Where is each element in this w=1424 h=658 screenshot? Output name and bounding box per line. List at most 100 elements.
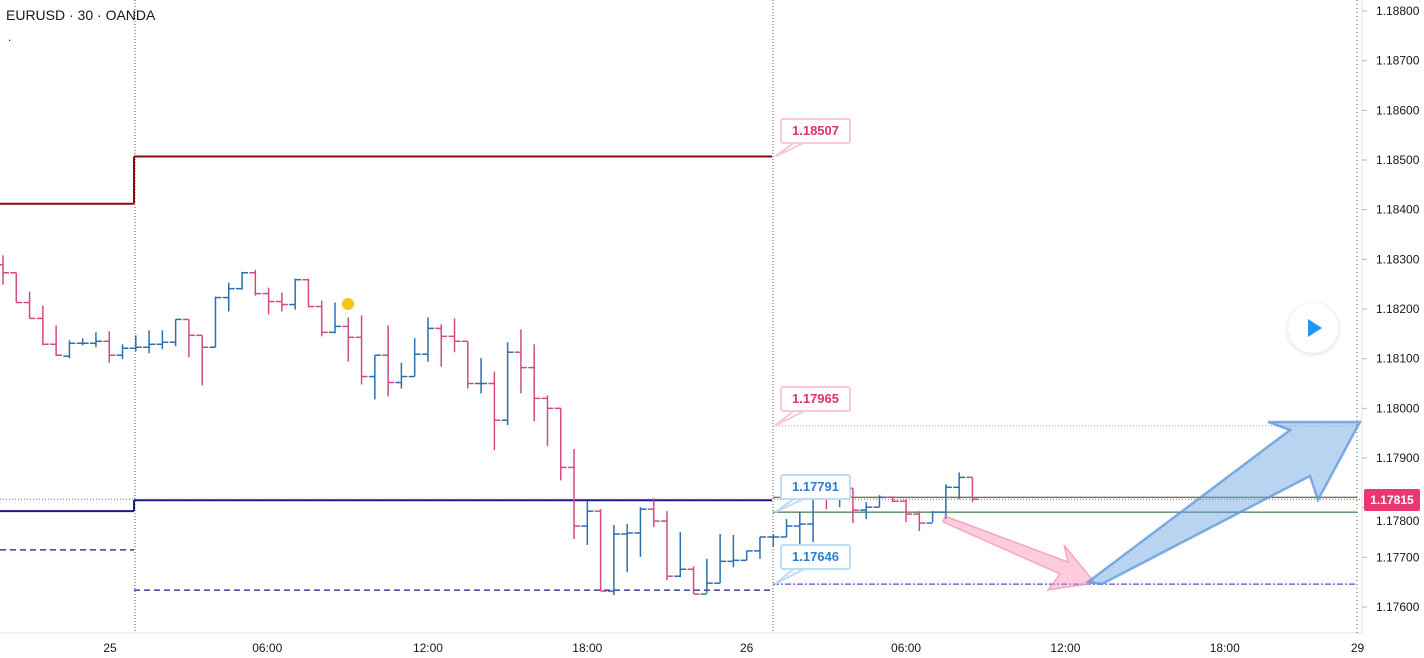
ohlc-bar: [488, 371, 501, 451]
label-pointer: [774, 141, 807, 158]
label-pointer: [774, 409, 807, 427]
ohlc-bar: [182, 318, 195, 358]
ohlc-bar: [568, 449, 581, 539]
ohlc-bar: [10, 271, 23, 304]
ohlc-bar: [129, 335, 142, 352]
x-tick-label: 12:00: [1050, 641, 1080, 655]
up-arrow-icon: [1084, 420, 1363, 586]
ohlc-bar: [36, 305, 49, 346]
ohlc-bar: [461, 340, 474, 389]
ohlc-bar: [342, 317, 355, 362]
ohlc-bar: [249, 269, 262, 296]
ohlc-bar: [209, 296, 222, 348]
ohlc-bar: [727, 534, 740, 568]
ohlc-bar: [674, 532, 687, 578]
play-icon[interactable]: [1288, 303, 1338, 353]
ohlc-bar: [76, 338, 89, 346]
x-tick-label: 25: [103, 641, 117, 655]
ohlc-bar: [900, 499, 913, 523]
ohlc-bar: [0, 255, 9, 285]
y-tick-label: 1.18500: [1376, 153, 1420, 167]
ohlc-bar: [926, 511, 939, 524]
ohlc-bar: [448, 318, 461, 353]
ohlc-bar: [634, 507, 647, 557]
ohlc-bar: [355, 315, 368, 385]
indicator-legend: .: [8, 30, 12, 44]
ohlc-bar: [222, 282, 235, 312]
ohlc-bar: [169, 318, 182, 347]
ohlc-bar: [661, 511, 673, 581]
ohlc-bar: [753, 536, 766, 559]
ohlc-bar: [63, 340, 76, 359]
ohlc-bar: [767, 533, 780, 547]
y-tick-label: 1.17600: [1376, 600, 1420, 614]
x-tick-label: 18:00: [572, 641, 602, 655]
ohlc-bar: [860, 502, 873, 520]
ohlc-bar: [302, 278, 315, 308]
ohlc-bar: [116, 344, 129, 360]
ohlc-bar: [329, 302, 341, 334]
last-price-badge: 1.17815: [1364, 489, 1420, 511]
down-arrow-icon: [942, 515, 1097, 592]
y-tick-label: 1.18000: [1376, 401, 1420, 415]
ohlc-bar: [913, 511, 926, 532]
x-tick-label: 12:00: [413, 641, 443, 655]
x-tick-label: 29: [1351, 641, 1365, 655]
y-tick-label: 1.18400: [1376, 203, 1420, 217]
y-tick-label: 1.18600: [1376, 103, 1420, 117]
ohlc-bar: [687, 566, 700, 595]
ohlc-bar: [382, 325, 395, 397]
ohlc-bar: [289, 278, 302, 310]
y-tick-label: 1.18800: [1376, 4, 1420, 18]
price-label-3[interactable]: 1.17791: [780, 474, 851, 500]
y-tick-label: 1.18100: [1376, 352, 1420, 366]
ohlc-bar: [554, 407, 567, 481]
ohlc-bar: [621, 524, 634, 573]
ohlc-bar: [275, 292, 288, 312]
y-tick-label: 1.17700: [1376, 550, 1420, 564]
ohlc-bar: [501, 342, 514, 426]
ohlc-bar: [514, 329, 527, 394]
ohlc-bar: [435, 324, 448, 367]
ohlc-bar: [714, 533, 727, 584]
ohlc-bar: [886, 496, 899, 503]
ohlc-bar: [156, 330, 169, 350]
y-tick-label: 1.18700: [1376, 54, 1420, 68]
ohlc-bar: [143, 330, 156, 354]
price-label-4[interactable]: 1.17646: [780, 544, 851, 570]
ohlc-bar: [368, 354, 381, 400]
ohlc-bar: [50, 325, 63, 357]
price-label-2[interactable]: 1.17965: [780, 386, 851, 412]
ohlc-bar: [475, 358, 488, 394]
ohlc-bar: [594, 509, 607, 592]
symbol-title: EURUSD · 30 · OANDA: [6, 7, 156, 23]
ohlc-bar: [607, 525, 620, 596]
label-pointer: [774, 497, 807, 514]
ohlc-bar: [793, 512, 806, 547]
y-tick-label: 1.17800: [1376, 514, 1420, 528]
ohlc-bar: [541, 395, 554, 447]
y-tick-label: 1.18300: [1376, 252, 1420, 266]
ohlc-bar: [873, 495, 886, 508]
ohlc-bar: [647, 498, 660, 528]
x-tick-label: 26: [740, 641, 754, 655]
ohlc-bar: [236, 271, 249, 290]
price-label-1[interactable]: 1.18507: [780, 118, 851, 144]
event-marker-icon: [342, 298, 354, 310]
ohlc-bar: [939, 484, 952, 520]
y-tick-label: 1.18200: [1376, 302, 1420, 316]
label-pointer: [774, 567, 807, 586]
ohlc-bar: [408, 338, 421, 378]
ohlc-bar: [421, 317, 434, 362]
ohlc-bar: [966, 476, 979, 503]
ohlc-bar: [740, 550, 753, 562]
ohlc-bar: [196, 334, 209, 386]
ohlc-bar: [953, 472, 966, 500]
ohlc-bar: [581, 501, 594, 545]
y-tick-label: 1.17900: [1376, 451, 1420, 465]
ohlc-bar: [89, 332, 102, 348]
ohlc-bar: [103, 331, 116, 363]
ohlc-bar: [23, 291, 36, 320]
ohlc-bar: [262, 287, 275, 315]
